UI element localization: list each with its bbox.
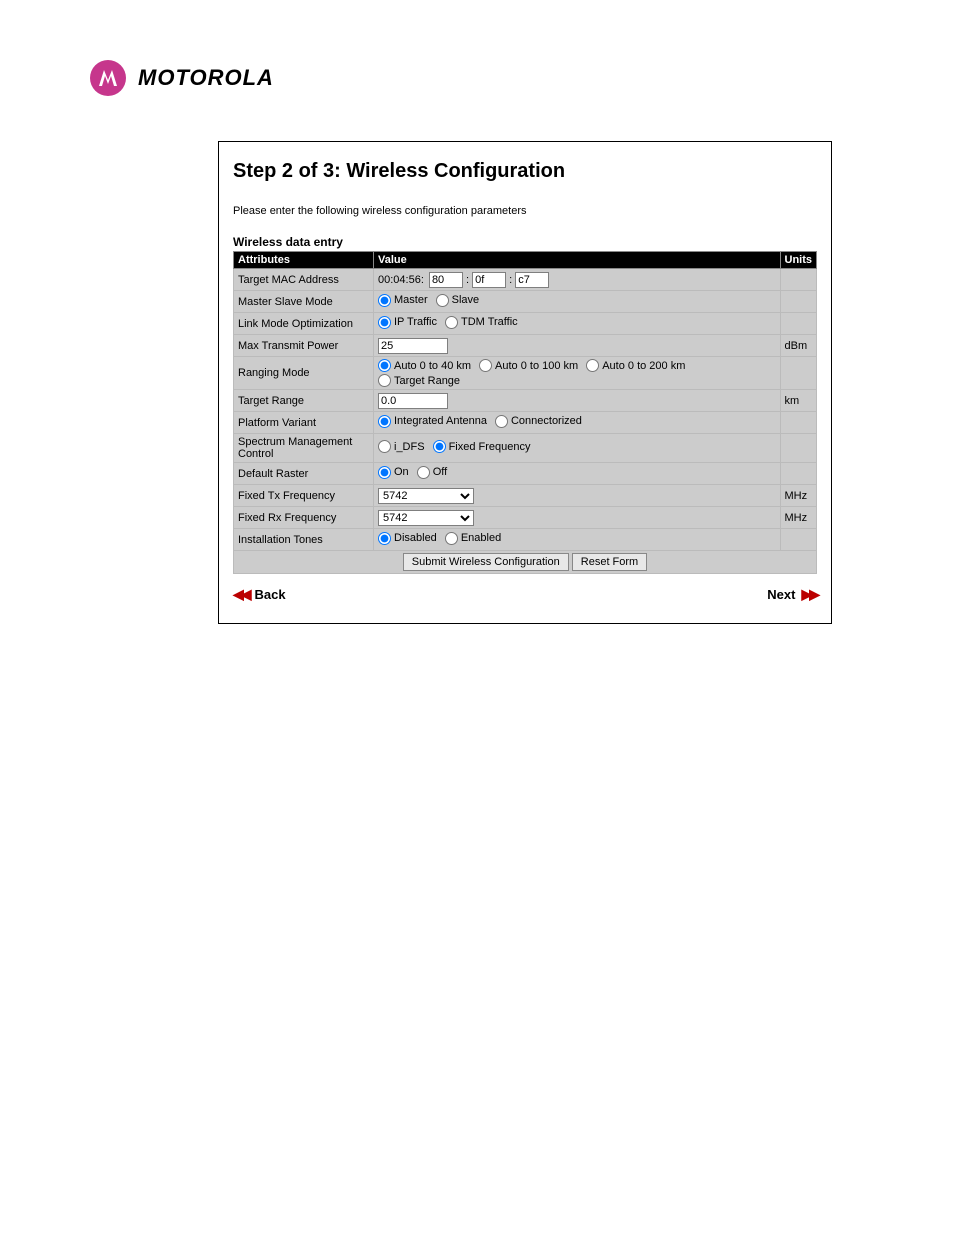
radio-master[interactable]: Master [378, 294, 428, 307]
label-platform: Platform Variant [234, 412, 374, 434]
unit-mode [780, 291, 817, 313]
unit-link [780, 313, 817, 335]
label-tones: Installation Tones [234, 529, 374, 551]
config-table: Attributes Value Units Target MAC Addres… [233, 251, 817, 574]
next-label: Next [767, 587, 795, 602]
col-header-units: Units [780, 252, 817, 269]
unit-rx-freq: MHz [780, 507, 817, 529]
config-panel: Step 2 of 3: Wireless Configuration Plea… [218, 141, 832, 624]
submit-button[interactable]: Submit Wireless Configuration [403, 553, 569, 571]
col-header-attributes: Attributes [234, 252, 374, 269]
radio-tones-enabled[interactable]: Enabled [445, 532, 501, 545]
label-ranging: Ranging Mode [234, 357, 374, 390]
label-raster: Default Raster [234, 463, 374, 485]
unit-mac [780, 269, 817, 291]
unit-power: dBm [780, 335, 817, 357]
radio-integrated-antenna[interactable]: Integrated Antenna [378, 415, 487, 428]
label-spectrum: Spectrum Management Control [234, 434, 374, 463]
unit-raster [780, 463, 817, 485]
select-rx-freq[interactable]: 5742 [378, 510, 474, 526]
label-link: Link Mode Optimization [234, 313, 374, 335]
unit-spectrum [780, 434, 817, 463]
radio-tdm-traffic[interactable]: TDM Traffic [445, 316, 518, 329]
radio-ip-traffic[interactable]: IP Traffic [378, 316, 437, 329]
radio-auto-200[interactable]: Auto 0 to 200 km [586, 359, 685, 372]
brand-header: MOTOROLA [0, 60, 954, 96]
unit-ranging [780, 357, 817, 390]
select-tx-freq[interactable]: 5742 [378, 488, 474, 504]
mac-input-c[interactable] [515, 272, 549, 288]
back-label: Back [255, 587, 286, 602]
col-header-value: Value [374, 252, 781, 269]
page-subtitle: Please enter the following wireless conf… [233, 205, 817, 217]
unit-platform [780, 412, 817, 434]
unit-tones [780, 529, 817, 551]
input-target-range[interactable] [378, 393, 448, 409]
radio-raster-on[interactable]: On [378, 466, 409, 479]
label-mode: Master Slave Mode [234, 291, 374, 313]
next-link[interactable]: Next ▶▶ [767, 586, 817, 603]
label-power: Max Transmit Power [234, 335, 374, 357]
label-rx-freq: Fixed Rx Frequency [234, 507, 374, 529]
radio-tones-disabled[interactable]: Disabled [378, 532, 437, 545]
radio-auto-100[interactable]: Auto 0 to 100 km [479, 359, 578, 372]
next-arrow-icon: ▶▶ [801, 586, 817, 603]
back-link[interactable]: ◀◀ Back [233, 586, 286, 603]
label-target-range: Target Range [234, 390, 374, 412]
mac-prefix: 00:04:56: [378, 274, 424, 286]
radio-auto-40[interactable]: Auto 0 to 40 km [378, 359, 471, 372]
mac-input-b[interactable] [472, 272, 506, 288]
label-tx-freq: Fixed Tx Frequency [234, 485, 374, 507]
motorola-logo-icon [90, 60, 126, 96]
unit-target-range: km [780, 390, 817, 412]
input-max-power[interactable] [378, 338, 448, 354]
radio-fixed-freq[interactable]: Fixed Frequency [433, 440, 531, 453]
unit-tx-freq: MHz [780, 485, 817, 507]
reset-button[interactable]: Reset Form [572, 553, 647, 571]
radio-raster-off[interactable]: Off [417, 466, 447, 479]
radio-target-range[interactable]: Target Range [378, 374, 460, 387]
mac-input-a[interactable] [429, 272, 463, 288]
label-mac: Target MAC Address [234, 269, 374, 291]
page-title: Step 2 of 3: Wireless Configuration [233, 160, 817, 183]
radio-idfs[interactable]: i_DFS [378, 440, 425, 453]
back-arrow-icon: ◀◀ [233, 586, 249, 603]
brand-name: MOTOROLA [138, 65, 274, 91]
table-caption: Wireless data entry [233, 235, 817, 249]
radio-slave[interactable]: Slave [436, 294, 480, 307]
radio-connectorized[interactable]: Connectorized [495, 415, 582, 428]
